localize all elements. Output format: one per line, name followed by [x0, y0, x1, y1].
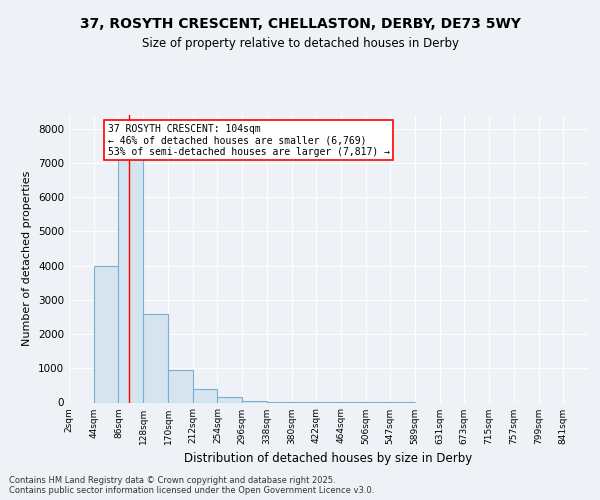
- Bar: [118, 142, 143, 402]
- Y-axis label: Number of detached properties: Number of detached properties: [22, 171, 32, 346]
- X-axis label: Distribution of detached houses by size in Derby: Distribution of detached houses by size …: [184, 452, 473, 465]
- Text: 37 ROSYTH CRESCENT: 104sqm
← 46% of detached houses are smaller (6,769)
53% of s: 37 ROSYTH CRESCENT: 104sqm ← 46% of deta…: [108, 124, 390, 157]
- Bar: [242, 401, 267, 402]
- Bar: [94, 266, 118, 402]
- Bar: [193, 390, 217, 402]
- Text: 37, ROSYTH CRESCENT, CHELLASTON, DERBY, DE73 5WY: 37, ROSYTH CRESCENT, CHELLASTON, DERBY, …: [80, 18, 520, 32]
- Text: Size of property relative to detached houses in Derby: Size of property relative to detached ho…: [142, 38, 458, 51]
- Bar: [168, 370, 193, 402]
- Text: Contains HM Land Registry data © Crown copyright and database right 2025.
Contai: Contains HM Land Registry data © Crown c…: [9, 476, 374, 495]
- Bar: [143, 314, 168, 402]
- Bar: [217, 398, 242, 402]
